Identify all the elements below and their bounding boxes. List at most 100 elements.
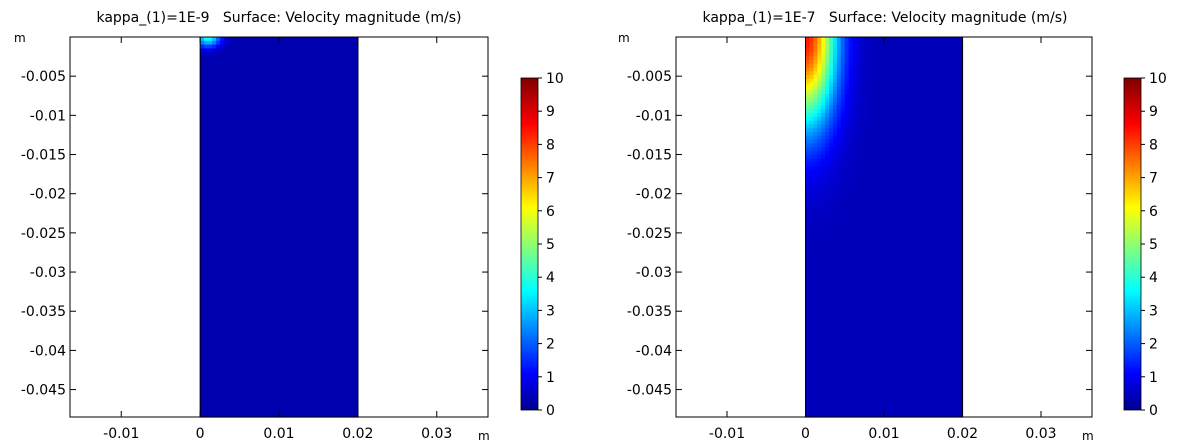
velocity-cell (844, 40, 850, 46)
velocity-cell (298, 52, 304, 57)
velocity-cell (227, 398, 233, 403)
velocity-cell (848, 120, 854, 125)
velocity-cell (247, 333, 252, 338)
velocity-cell (223, 310, 229, 315)
velocity-cell (271, 90, 276, 95)
velocity-cell (880, 116, 885, 122)
velocity-cell (267, 208, 272, 213)
velocity-cell (915, 48, 920, 53)
velocity-cell (334, 329, 339, 334)
velocity-cell (227, 356, 233, 361)
velocity-cell (346, 143, 351, 148)
velocity-cell (817, 63, 822, 68)
velocity-cell (346, 363, 351, 369)
velocity-cell (279, 360, 284, 365)
velocity-cell (884, 78, 889, 84)
velocity-cell (931, 56, 936, 61)
velocity-cell (353, 63, 359, 68)
velocity-cell (338, 348, 343, 353)
velocity-cell (314, 409, 320, 414)
velocity-cell (884, 52, 889, 57)
velocity-cell (821, 52, 826, 57)
velocity-cell (907, 120, 913, 125)
velocity-cell (825, 63, 830, 68)
velocity-cell (279, 113, 284, 118)
velocity-cell (935, 56, 940, 61)
velocity-cell (298, 151, 304, 156)
velocity-cell (294, 242, 300, 247)
velocity-cell (275, 143, 280, 148)
velocity-cell (255, 253, 260, 258)
velocity-cell (314, 272, 320, 277)
velocity-cell (864, 97, 869, 103)
velocity-cell (279, 52, 284, 57)
velocity-cell (219, 52, 225, 57)
velocity-cell (318, 344, 323, 350)
velocity-cell (298, 124, 304, 129)
velocity-cell (235, 135, 241, 141)
velocity-cell (286, 67, 292, 72)
velocity-cell (275, 170, 280, 175)
velocity-cell (338, 48, 343, 53)
velocity-cell (282, 325, 288, 331)
velocity-cell (298, 128, 304, 133)
velocity-cell (294, 284, 300, 289)
velocity-cell (267, 314, 272, 319)
velocity-cell (326, 314, 331, 319)
velocity-cell (227, 132, 233, 137)
velocity-cell (227, 94, 233, 99)
velocity-cell (231, 192, 237, 198)
velocity-cell (275, 162, 280, 167)
velocity-cell (223, 139, 229, 144)
velocity-cell (247, 59, 252, 65)
velocity-cell (338, 227, 343, 232)
velocity-cell (294, 314, 300, 319)
velocity-cell (903, 86, 909, 91)
velocity-cell (231, 284, 237, 289)
velocity-cell (208, 314, 213, 319)
velocity-cell (279, 132, 284, 137)
velocity-cell (338, 37, 343, 42)
velocity-cell (290, 394, 296, 399)
velocity-cell (239, 230, 245, 236)
velocity-cell (219, 337, 225, 342)
velocity-cell (208, 295, 213, 300)
velocity-cell (342, 325, 347, 331)
velocity-cell (907, 59, 913, 65)
velocity-cell (243, 166, 249, 171)
velocity-cell (271, 348, 276, 353)
velocity-cell (243, 318, 249, 323)
velocity-cell (271, 401, 276, 407)
velocity-cell (306, 261, 312, 266)
velocity-cell (211, 219, 217, 224)
velocity-cell (208, 272, 213, 277)
velocity-cell (326, 322, 331, 327)
velocity-cell (318, 371, 323, 376)
velocity-cell (353, 124, 359, 129)
velocity-cell (899, 75, 905, 80)
velocity-cell (259, 234, 264, 239)
velocity-cell (267, 325, 272, 331)
velocity-cell (330, 352, 335, 357)
velocity-cell (298, 139, 304, 144)
velocity-cell (247, 86, 252, 91)
velocity-cell (231, 135, 237, 141)
velocity-cell (243, 59, 249, 65)
velocity-cell (279, 192, 284, 198)
velocity-cell (326, 215, 331, 220)
velocity-cell (294, 223, 300, 228)
velocity-cell (302, 162, 308, 167)
velocity-cell (322, 128, 327, 133)
velocity-cell (235, 177, 241, 182)
velocity-cell (255, 177, 260, 182)
velocity-cell (282, 105, 288, 110)
velocity-cell (342, 322, 347, 327)
velocity-cell (832, 101, 838, 106)
velocity-cell (219, 230, 225, 236)
velocity-cell (848, 90, 854, 95)
velocity-cell (231, 238, 237, 243)
velocity-cell (923, 101, 928, 106)
velocity-cell (302, 208, 308, 213)
velocity-cell (868, 120, 873, 125)
velocity-cell (322, 318, 327, 323)
